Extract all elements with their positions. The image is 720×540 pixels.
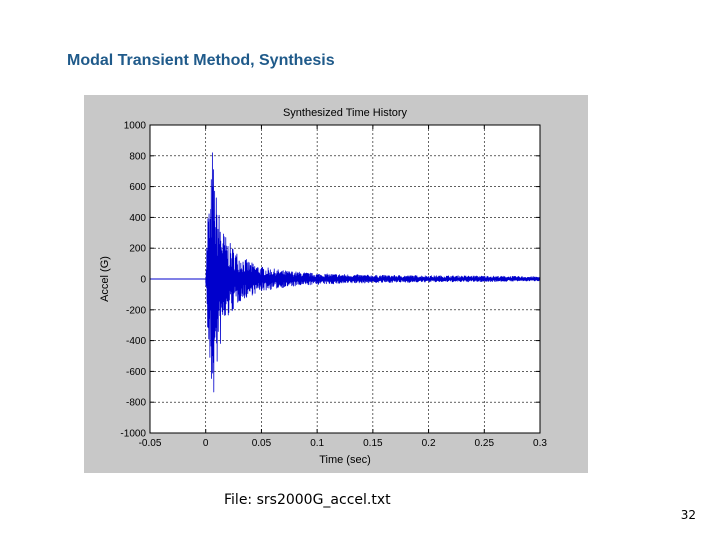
x-tick-label: 0.25: [475, 438, 495, 449]
x-tick-label: 0.3: [533, 438, 547, 449]
y-tick-label: 400: [129, 213, 146, 224]
chart-figure: -0.05 0 0.05 0.1 0.15 0.2 0.25 0.3 -1000 -800 -60…: [84, 95, 588, 473]
x-tick-label: -0.05: [139, 438, 162, 449]
y-tick-label: 0: [140, 275, 146, 286]
plot-frame: [149, 124, 541, 434]
chart-title: Synthesized Time History: [283, 107, 408, 119]
y-tick-label: -800: [126, 398, 146, 409]
y-tick-labels: -1000 -800 -600 -400 -200 0 200 400 600 800 1000: [120, 121, 146, 440]
series-layer: [150, 152, 541, 393]
y-tick-label: -600: [126, 367, 146, 378]
y-tick-label: -200: [126, 305, 146, 316]
time-history-chart: -0.05 0 0.05 0.1 0.15 0.2 0.25 0.3 -1000 -800 -60…: [84, 95, 588, 473]
x-tick-label: 0: [203, 438, 209, 449]
y-tick-label: 800: [129, 151, 146, 162]
y-tick-label: 1000: [124, 121, 147, 132]
y-tick-label: 200: [129, 244, 146, 255]
x-tick-label: 0.05: [252, 438, 272, 449]
file-caption: File: srs2000G_accel.txt: [224, 492, 391, 508]
series-line-accel: [150, 152, 541, 393]
page-number: 32: [680, 508, 696, 522]
x-axis-label: Time (sec): [319, 454, 371, 466]
x-tick-label: 0.15: [363, 438, 383, 449]
y-tick-label: 600: [129, 182, 146, 193]
x-tick-label: 0.2: [422, 438, 436, 449]
y-tick-label: -400: [126, 336, 146, 347]
y-axis-label: Accel (G): [99, 256, 111, 302]
x-tick-label: 0.1: [310, 438, 324, 449]
slide-title: Modal Transient Method, Synthesis: [67, 52, 335, 69]
y-tick-label: -1000: [120, 429, 146, 440]
x-tick-labels: -0.05 0 0.05 0.1 0.15 0.2 0.25 0.3: [139, 438, 548, 449]
